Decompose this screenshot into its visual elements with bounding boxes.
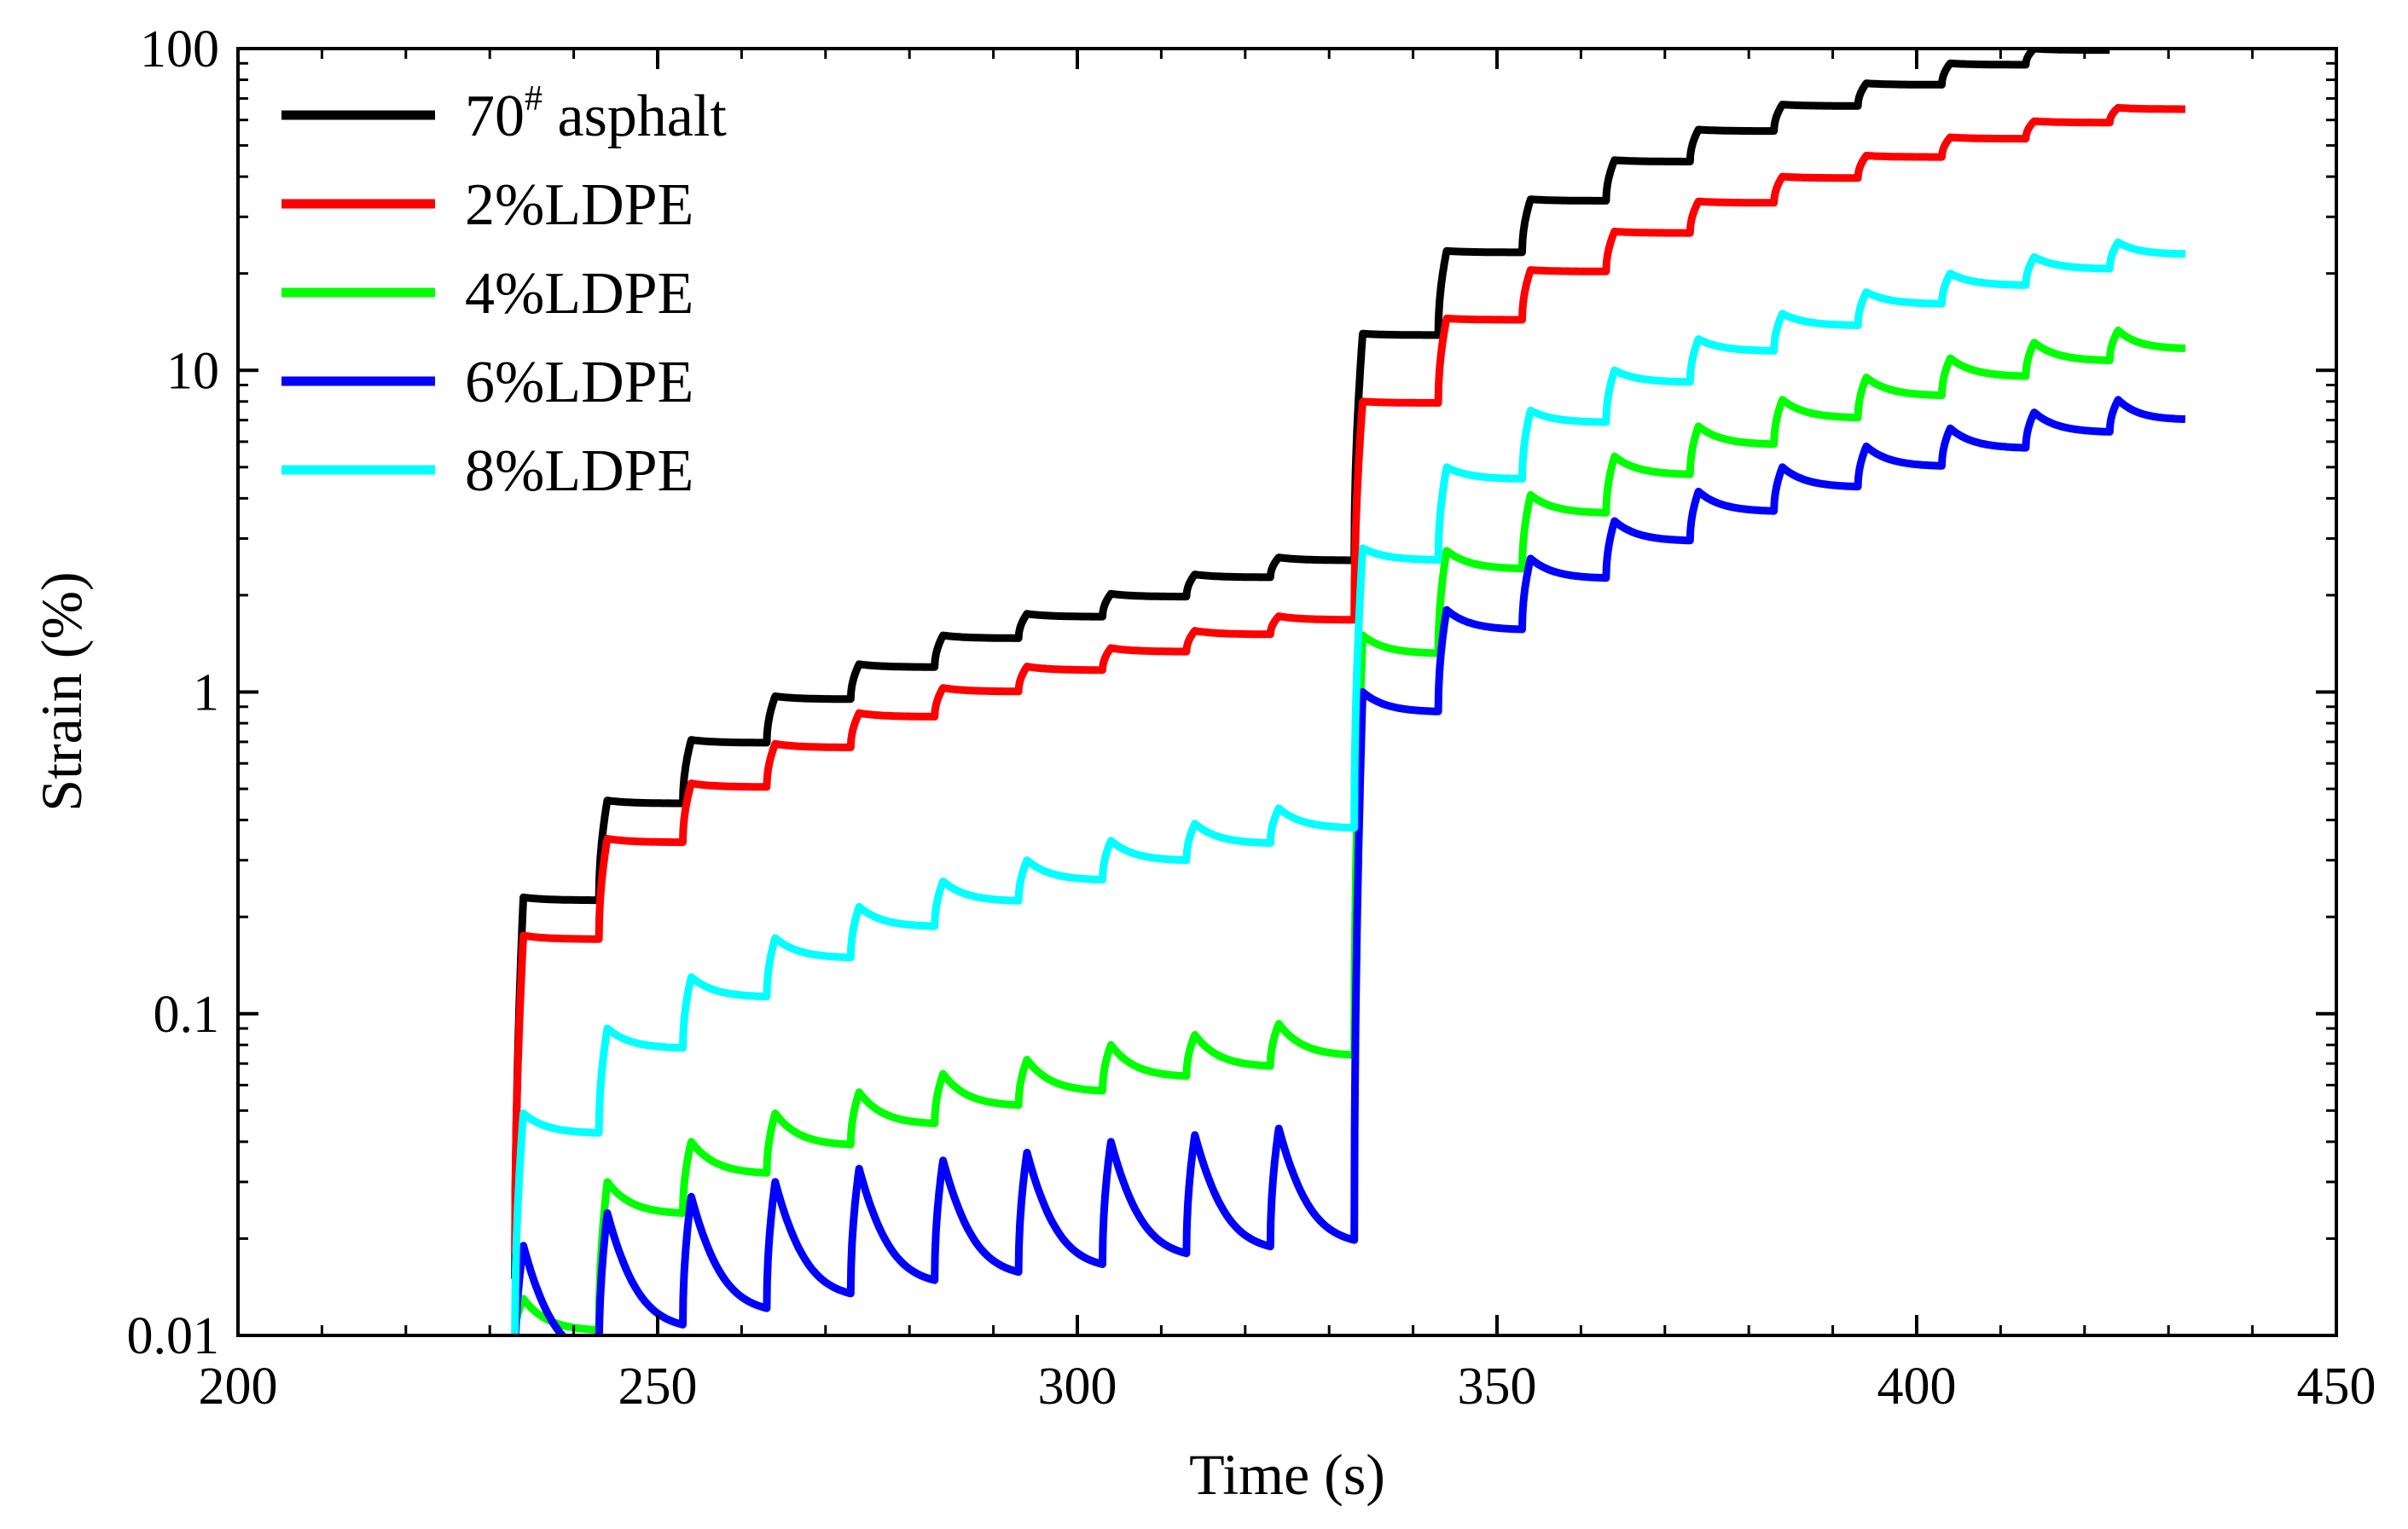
x-tick-label: 250 bbox=[618, 1358, 698, 1416]
x-tick-label: 350 bbox=[1458, 1358, 1537, 1416]
y-tick-label: 1 bbox=[193, 664, 219, 722]
legend-label: 8%LDPE bbox=[465, 438, 693, 504]
series-layer bbox=[511, 49, 2188, 1335]
series-line bbox=[511, 396, 2188, 1335]
x-axis-title: Time (s) bbox=[1189, 1442, 1385, 1507]
legend-item: 6%LDPE bbox=[281, 350, 693, 415]
x-tick-label: 300 bbox=[1038, 1358, 1117, 1416]
x-tick-label: 400 bbox=[1877, 1358, 1957, 1416]
legend: 70# asphalt 2%LDPE 4%LDPE 6%LDPE 8%LDPE bbox=[281, 79, 727, 504]
series-8-ldpe bbox=[511, 238, 2188, 1335]
series-2-ldpe bbox=[511, 103, 2188, 1254]
legend-label: 4%LDPE bbox=[465, 261, 693, 327]
legend-item: 8%LDPE bbox=[281, 438, 693, 504]
x-tick-label: 200 bbox=[199, 1358, 278, 1416]
legend-item: 70# asphalt bbox=[281, 79, 727, 149]
y-tick-label: 0.01 bbox=[127, 1307, 220, 1365]
series-line bbox=[511, 49, 2112, 1279]
series-70 bbox=[511, 49, 2112, 1279]
legend-label: 6%LDPE bbox=[465, 350, 693, 415]
y-tick-label: 10 bbox=[166, 342, 219, 400]
legend-item: 4%LDPE bbox=[281, 261, 693, 327]
series-6-ldpe bbox=[511, 396, 2188, 1335]
y-tick-label: 100 bbox=[140, 20, 219, 78]
series-line bbox=[511, 238, 2188, 1335]
y-axis-title: Strain (%) bbox=[29, 571, 94, 811]
legend-label: 2%LDPE bbox=[465, 172, 693, 238]
ticks-layer: 200 250 300 350 400 450 0.01 0.1 1 10 100 bbox=[127, 20, 2376, 1416]
x-tick-label: 450 bbox=[2297, 1358, 2376, 1416]
legend-item: 2%LDPE bbox=[281, 172, 693, 238]
legend-label: 70# asphalt bbox=[465, 79, 727, 149]
series-line bbox=[511, 103, 2188, 1254]
y-tick-label: 0.1 bbox=[154, 986, 220, 1044]
